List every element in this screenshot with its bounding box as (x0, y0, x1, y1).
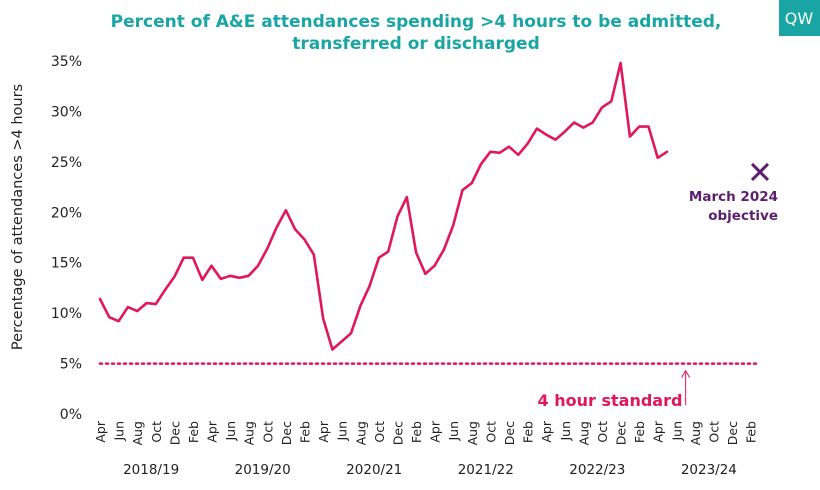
series-group (98, 61, 669, 351)
x-tick-label: Apr (651, 420, 666, 442)
financial-year-label: 2021/22 (458, 462, 514, 478)
y-tick-label: 30% (51, 104, 82, 120)
y-tick-label: 10% (51, 306, 82, 322)
reference-arrow-head (681, 369, 691, 378)
x-tick-label: Oct (707, 421, 722, 443)
series-line (98, 61, 669, 351)
x-tick-label: Oct (372, 421, 387, 443)
y-tick-label: 35% (51, 54, 82, 70)
x-tick-label: Apr (539, 420, 554, 442)
x-tick-label: Dec (502, 421, 517, 445)
x-tick-label: Apr (428, 420, 443, 442)
x-tick-label: Aug (353, 421, 368, 445)
x-tick-label: Feb (298, 421, 313, 443)
financial-year-label: 2022/23 (569, 462, 625, 478)
x-tick-label: Aug (465, 421, 480, 445)
x-tick-label: Oct (149, 421, 164, 443)
financial-year-label: 2019/20 (235, 462, 291, 478)
reference-line-group: 4 hour standard (98, 362, 762, 410)
qw-logo: QW (779, 0, 820, 36)
x-tick-label: Dec (167, 421, 182, 445)
x-tick-label: Oct (483, 421, 498, 443)
x-tick-label: Apr (93, 420, 108, 442)
x-tick-label: Jun (335, 421, 350, 442)
target-group: March 2024 objective (689, 162, 778, 224)
x-tick-label: Aug (130, 421, 145, 445)
x-tick-label: Aug (242, 421, 257, 445)
financial-year-label: 2020/21 (346, 462, 402, 478)
x-tick-label: Oct (260, 421, 275, 443)
y-axis-ticks: 0% 5% 10% 15% 20% 25% 30% 35% (51, 54, 82, 423)
financial-year-label: 2023/24 (681, 462, 737, 478)
x-tick-label: Oct (595, 421, 610, 443)
x-tick-label: Feb (409, 421, 424, 443)
x-axis-ticks: Apr Jun Aug Oct Dec Feb Apr Jun Aug Oct Dec Feb Apr J… (93, 420, 759, 445)
x-tick-label: Dec (614, 421, 629, 445)
chart-title-line2: transferred or discharged (292, 34, 540, 54)
y-tick-label: 15% (51, 256, 82, 272)
x-tick-label: Jun (223, 421, 238, 442)
y-tick-label: 20% (51, 205, 82, 221)
qw-logo-text: QW (785, 9, 814, 28)
x-tick-label: Feb (186, 421, 201, 443)
x-tick-label: Feb (632, 421, 647, 443)
x-tick-label: Dec (279, 421, 294, 445)
y-tick-label: 5% (60, 357, 82, 373)
x-tick-label: Jun (558, 421, 573, 442)
financial-year-labels: 2018/19 2019/20 2020/21 2021/22 2022/23 2023/… (123, 462, 737, 478)
x-tick-label: Dec (725, 421, 740, 445)
x-tick-label: Apr (316, 420, 331, 442)
x-tick-label: Jun (669, 421, 684, 442)
reference-line-label: 4 hour standard (538, 391, 683, 410)
objective-marker (750, 162, 770, 182)
financial-year-label: 2018/19 (123, 462, 179, 478)
y-axis-title: Percentage of attendances >4 hours (10, 84, 26, 350)
objective-label-line1: March 2024 (689, 189, 778, 205)
y-tick-label: 25% (51, 155, 82, 171)
x-tick-label: Dec (390, 421, 405, 445)
objective-label-line2: objective (708, 208, 778, 224)
x-tick-label: Jun (112, 421, 127, 442)
x-tick-label: Feb (521, 421, 536, 443)
y-tick-label: 0% (60, 407, 82, 423)
x-tick-label: Feb (744, 421, 759, 443)
x-tick-label: Aug (688, 421, 703, 445)
x-tick-label: Apr (205, 420, 220, 442)
x-tick-label: Jun (446, 421, 461, 442)
chart-title-line1: Percent of A&E attendances spending >4 h… (111, 12, 722, 32)
x-tick-label: Aug (576, 421, 591, 445)
